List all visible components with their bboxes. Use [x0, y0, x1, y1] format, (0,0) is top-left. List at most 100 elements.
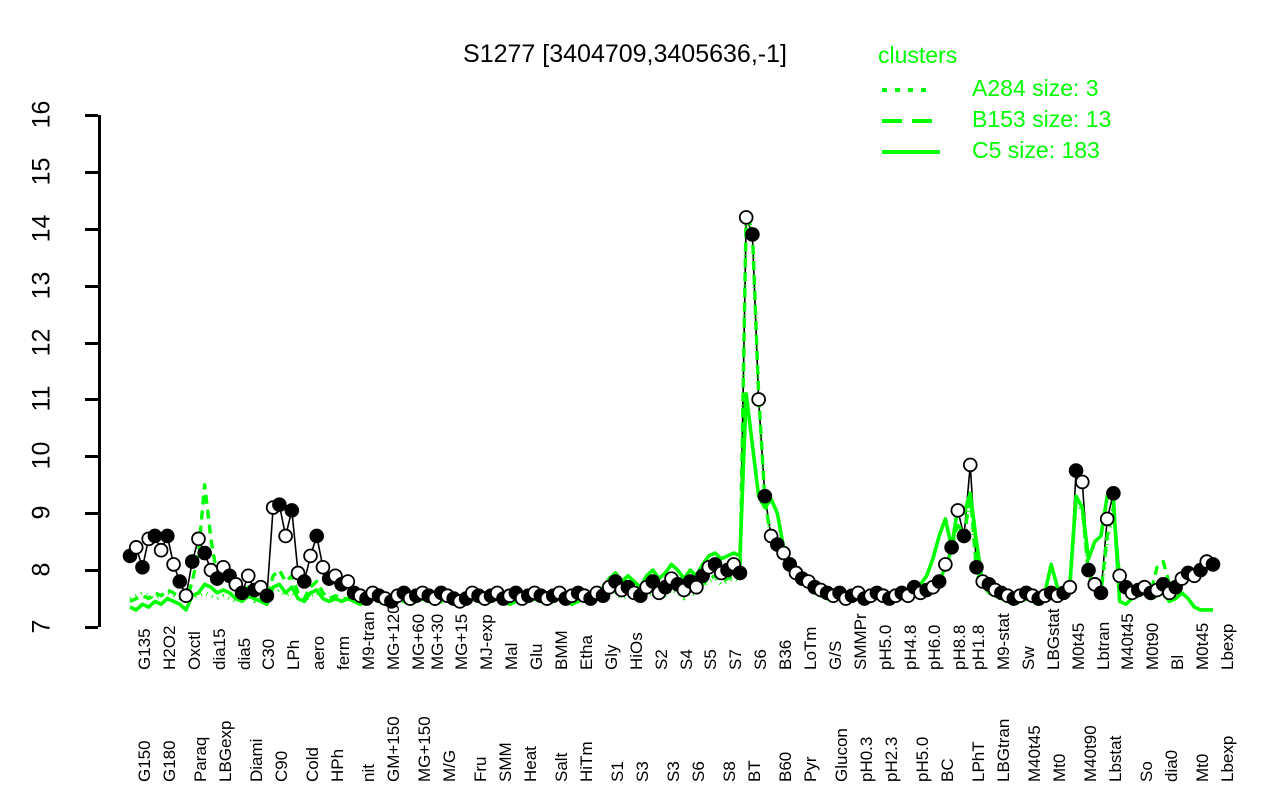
x-axis-label-bottom: M/G — [439, 749, 459, 782]
data-point-open — [303, 548, 318, 564]
x-axis-label-bottom: SMM — [496, 742, 515, 782]
series-expression-profile — [129, 216, 1214, 603]
x-axis-label-bottom: S3 — [664, 761, 684, 782]
data-point-open — [178, 588, 194, 604]
legend-entry-b153: B153 size: 13 — [878, 104, 1111, 135]
x-axis-label-top: B36 — [776, 639, 796, 670]
solid-line-icon — [878, 139, 956, 162]
data-point-open — [153, 542, 169, 558]
x-axis-label-bottom: Pyr — [800, 756, 820, 783]
y-axis-tick-label: 14 — [27, 214, 56, 243]
data-point-filled — [745, 227, 760, 242]
x-axis-label-top: LoTm — [800, 626, 820, 670]
x-axis-label-bottom: C90 — [271, 750, 291, 782]
data-point-open — [1112, 568, 1127, 584]
x-axis-label-bottom: LPhT — [969, 741, 989, 782]
x-axis-label-bottom: So — [1137, 761, 1157, 782]
x-axis-label-top: LBGstat — [1043, 608, 1063, 670]
data-point-filled — [969, 559, 984, 575]
x-axis-label-bottom: B60 — [776, 751, 796, 782]
x-axis-label-bottom: MG+150 — [415, 716, 435, 782]
x-axis-label-top: Gly — [601, 644, 621, 671]
x-axis-label-top: C30 — [259, 638, 279, 670]
data-point-open — [738, 210, 754, 225]
x-axis-label-top: Lbexp — [1218, 623, 1237, 670]
x-axis-label-bottom: S6 — [688, 761, 708, 782]
data-point-open — [166, 557, 181, 572]
data-point-filled — [1081, 562, 1096, 578]
x-axis-label-top: G/S — [825, 640, 845, 670]
x-axis-label-bottom: S3 — [632, 761, 652, 782]
legend-title: clusters — [878, 42, 958, 68]
x-axis-label-bottom: GM+150 — [383, 716, 403, 782]
x-axis-label-bottom: HiTm — [576, 741, 596, 782]
y-axis-tick-label: 11 — [27, 385, 56, 412]
x-axis-label-bottom: Heat — [520, 746, 540, 782]
y-axis-tick — [85, 455, 98, 459]
x-axis-label-top: pH6.0 — [925, 624, 945, 670]
y-axis-tick — [85, 284, 98, 288]
chart-plot-area — [108, 110, 1228, 630]
data-point-open — [278, 528, 293, 544]
legend-label-c5: C5 size: 183 — [972, 137, 1100, 163]
x-axis-label-bottom: Glucon — [832, 728, 852, 782]
x-axis-label-bottom: pH2.3 — [881, 736, 901, 782]
x-axis-label-bottom: Diami — [247, 738, 267, 782]
x-axis-label-top: Bl — [1168, 654, 1188, 670]
page-title-text: S1277 [3404709,3405636,-1] — [463, 40, 787, 68]
x-axis-label-bottom: Paraq — [191, 736, 211, 782]
x-axis-label-bottom: dia0 — [1161, 749, 1181, 782]
series-b153 — [129, 210, 1214, 606]
x-axis-label-top: Lbtran — [1093, 621, 1113, 670]
x-axis-label-top: pH1.8 — [969, 624, 989, 670]
x-axis-label-bottom: LBGtran — [993, 718, 1013, 782]
x-axis-label-bottom: G150 — [135, 740, 154, 782]
data-point-filled — [1068, 463, 1084, 478]
x-axis-label-top: Etha — [576, 635, 596, 670]
data-point-open — [1062, 579, 1078, 595]
data-point-filled — [284, 503, 300, 518]
data-point-open — [315, 559, 331, 575]
x-axis-label-bottom: HPh — [327, 748, 347, 782]
chart-svg — [122, 210, 1221, 612]
data-point-open — [240, 568, 256, 584]
data-point-open — [751, 392, 766, 407]
data-point-open — [1074, 474, 1090, 490]
x-axis-label-top: MG+120 — [383, 604, 403, 670]
y-axis-tick — [85, 170, 98, 174]
y-axis-tick — [85, 227, 98, 231]
data-point-open — [340, 574, 356, 589]
y-axis-tick-label: 9 — [27, 505, 56, 520]
y-axis-tick-label: 7 — [27, 619, 56, 634]
x-axis-label-top: M0t45 — [1193, 622, 1213, 670]
y-axis-tick — [85, 569, 98, 573]
x-axis-label-top: pH5.0 — [875, 624, 895, 670]
x-axis-label-top: dia15 — [209, 628, 229, 670]
x-axis-label-top: S4 — [676, 649, 696, 670]
x-axis-label-top: H2O2 — [159, 625, 179, 670]
x-axis-label-top: Sw — [1018, 646, 1038, 670]
x-axis-label-bottom: pH0.3 — [857, 736, 876, 782]
y-axis-tick — [85, 626, 98, 629]
x-axis-label-top: S5 — [701, 649, 721, 670]
x-axis-labels: G135 H2O2 Oxctl dia15 dia5 C30 LPh aero ferm M9-t… — [108, 604, 1238, 792]
x-axis-label-top: M9-stat — [993, 613, 1013, 670]
x-axis-label-bottom: Mt0 — [1193, 753, 1213, 782]
data-point-open — [191, 531, 206, 547]
x-axis-label-bottom: M40t90 — [1081, 725, 1101, 782]
data-point-filled — [1093, 585, 1109, 601]
x-axis-label-top: MG+15 — [452, 613, 472, 670]
data-point-open — [962, 457, 978, 473]
data-point-open — [689, 579, 704, 595]
data-point-filled — [296, 574, 312, 589]
y-axis-tick — [85, 398, 98, 402]
legend-entry-c5: C5 size: 183 — [878, 135, 1111, 166]
data-point-filled — [147, 528, 163, 544]
x-axis-label-top: Oxctl — [184, 631, 204, 670]
data-point-filled — [732, 565, 748, 581]
legend-label-a284: A284 size: 3 — [972, 75, 1099, 101]
data-point-filled — [272, 497, 287, 512]
x-axis-label-bottom: BC — [937, 758, 957, 782]
y-axis-tick-label: 10 — [27, 441, 56, 470]
x-axis-label-top: Glu — [527, 643, 547, 670]
